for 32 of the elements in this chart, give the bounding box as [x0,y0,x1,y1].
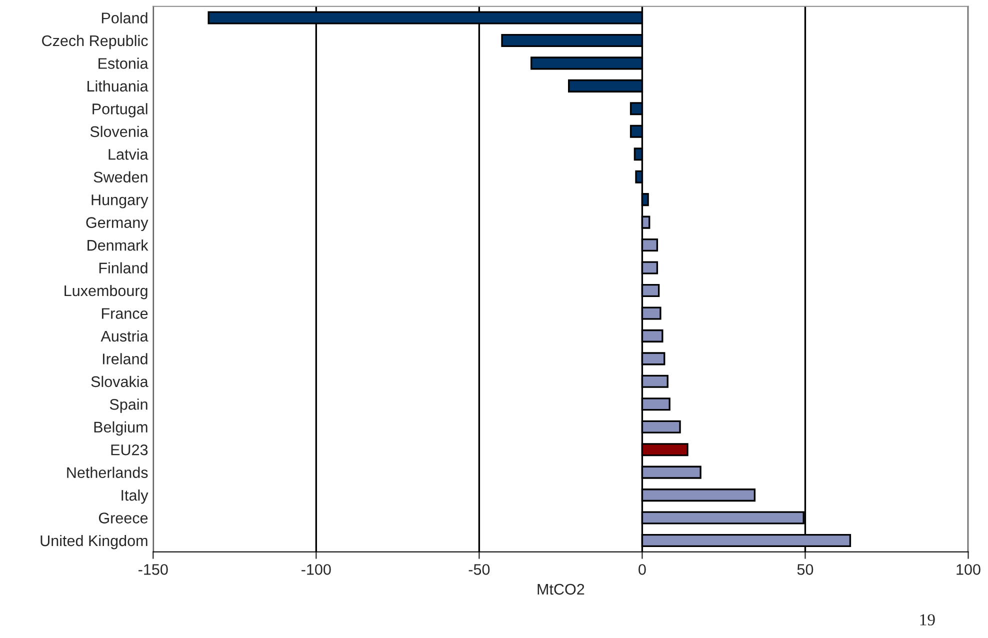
x-tick-label: -50 [468,564,490,575]
y-tick-label: Italy [122,490,148,504]
text: 19 [920,614,935,626]
y-tick-label: Slovakia [91,376,148,388]
y-tick-label: EU23 [111,444,148,456]
y-tick-label: Netherlands [67,466,148,478]
y-tick-label: Ireland [102,353,148,364]
y-tick-label: Czech Republic [42,34,148,50]
y-tick-label: Austria [100,330,148,342]
x-tick-label: 100 [956,564,980,575]
y-tick-label: United Kingdom [40,534,148,550]
y-tick-label: Germany [86,217,148,232]
x-axis-title: MtCO2 [538,584,584,595]
y-tick-label: Estonia [98,58,148,69]
x-tick-label: 0 [638,564,646,575]
y-tick-label: Slovenia [90,126,148,138]
x-tick-label: -100 [302,564,331,575]
y-tick-label: Portugal [92,103,148,118]
y-tick-label: Finland [99,262,148,274]
y-tick-label: Hungary [92,194,148,208]
y-tick-label: Latvia [108,148,148,160]
y-tick-label: Poland [102,12,148,24]
y-tick-label: Greece [98,512,148,524]
y-tick-label: Belgium [94,421,148,436]
y-tick-label: Spain [110,398,148,413]
x-tick-label: 50 [797,564,814,575]
y-tick-label: Sweden [94,171,148,183]
y-tick-label: Lithuania [88,80,148,92]
y-tick-label: Luxembourg [64,284,148,300]
x-tick-label: -150 [138,564,168,575]
y-tick-label: France [102,308,148,319]
y-tick-label: Denmark [88,239,148,251]
